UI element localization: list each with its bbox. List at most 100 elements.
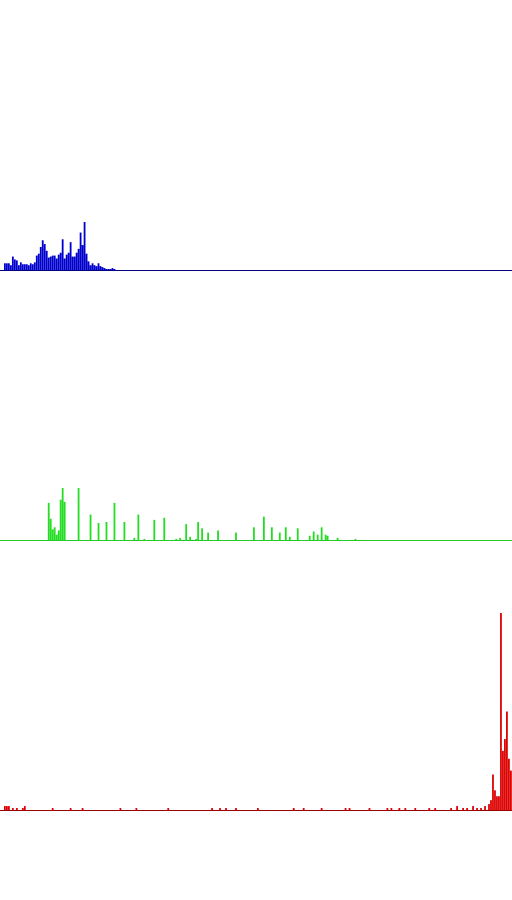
green-bar	[354, 538, 357, 540]
green-bar	[77, 488, 80, 540]
green-bar	[133, 537, 136, 540]
green-bar	[113, 502, 116, 540]
red-bar	[414, 808, 417, 810]
blue-bar	[49, 256, 52, 270]
green-bar	[137, 514, 140, 540]
green-bar	[97, 523, 100, 540]
red-bar	[11, 808, 14, 810]
blue-bar	[67, 252, 70, 270]
blue-bar	[93, 265, 96, 270]
green-bar	[143, 538, 146, 540]
blue-bar	[59, 252, 62, 270]
red-bar	[490, 800, 492, 810]
red-bar	[225, 808, 227, 810]
green-bar	[105, 521, 108, 540]
green-bar	[57, 530, 60, 540]
blue-bar	[71, 256, 74, 270]
blue-bar	[21, 264, 24, 270]
green-bar	[197, 521, 200, 540]
green-bar	[189, 536, 192, 540]
red-bar	[21, 808, 24, 810]
red-bar	[466, 808, 468, 810]
red-bar	[434, 808, 437, 810]
red-bar	[51, 808, 54, 810]
red-bar	[498, 796, 500, 810]
blue-bar	[89, 265, 92, 270]
green-bar	[326, 535, 329, 540]
green-bar	[89, 514, 92, 540]
green-bar	[55, 534, 58, 540]
green-bar	[207, 532, 209, 540]
blue-bar	[85, 253, 88, 270]
blue-bar	[5, 263, 8, 270]
blue-bar	[73, 256, 76, 270]
green-bar	[59, 499, 62, 540]
green-bar	[53, 527, 56, 540]
red-bar	[488, 804, 490, 810]
blue-bar	[23, 264, 26, 270]
red-bar	[81, 808, 84, 810]
blue-bar	[27, 265, 30, 270]
blue-bar	[81, 245, 84, 270]
blue-bar	[9, 265, 12, 270]
red-bar	[496, 796, 498, 810]
blue-bar	[63, 258, 66, 270]
red-bar	[484, 806, 486, 810]
blue-bar	[75, 252, 78, 270]
green-bar	[320, 527, 323, 540]
blue-bar	[77, 248, 80, 270]
blue-bar	[91, 263, 94, 270]
red-bar	[5, 806, 8, 810]
red-bar	[506, 711, 508, 810]
blue-bar	[53, 255, 56, 270]
green-bar	[123, 521, 126, 540]
green-bar	[201, 528, 204, 540]
blue-bar	[57, 254, 60, 270]
red-bar	[211, 808, 213, 810]
green-bar	[316, 534, 319, 540]
green-bar	[195, 538, 198, 540]
green-bar	[61, 488, 64, 540]
green-bar	[284, 527, 287, 540]
blue-bar	[31, 264, 34, 270]
blue-bar	[99, 266, 102, 270]
red-bar	[510, 770, 512, 810]
red-bar	[69, 808, 72, 810]
blue-bar	[79, 232, 82, 270]
red-bar	[492, 774, 494, 810]
green-bar	[163, 517, 166, 540]
blue-bar	[11, 256, 14, 270]
red-bar	[257, 808, 259, 810]
blue-bar	[7, 263, 10, 270]
green-bar	[336, 537, 339, 540]
red-bar	[167, 808, 170, 810]
red-bar	[119, 808, 122, 810]
red-bar	[302, 808, 305, 810]
red-bar	[502, 750, 504, 810]
red-bar	[7, 806, 10, 810]
blue-bar	[105, 269, 108, 270]
blue-bar	[113, 269, 116, 270]
blue-bar	[109, 269, 112, 270]
red-bar	[390, 808, 393, 810]
red-bar	[480, 808, 482, 810]
red-bar	[472, 806, 474, 810]
red-bar	[500, 613, 502, 810]
red-bar	[508, 758, 510, 810]
green-bar	[235, 532, 237, 540]
blue-bar	[33, 262, 36, 270]
red-bar	[292, 808, 295, 810]
green-bar	[288, 536, 291, 540]
red-bar	[219, 808, 221, 810]
blue-bar	[17, 265, 20, 270]
red-bar	[344, 808, 347, 810]
blue-bar	[55, 258, 58, 270]
green-bar	[217, 530, 219, 540]
green-bar	[51, 529, 54, 540]
green-bar	[49, 518, 52, 540]
blue-histogram-panel	[0, 222, 512, 271]
blue-bar	[61, 239, 64, 270]
blue-bar	[45, 250, 48, 270]
